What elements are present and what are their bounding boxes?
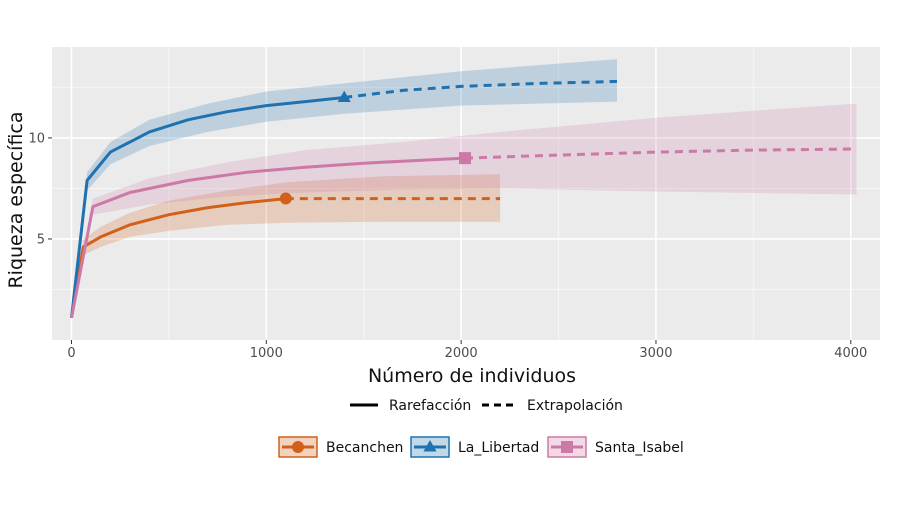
series-legend: Becanchen La_Libertad Santa_Isabel xyxy=(278,436,684,458)
x-tick-label: 0 xyxy=(67,346,75,361)
grid-minor xyxy=(52,47,880,340)
x-tick-label: 3000 xyxy=(639,346,672,361)
x-axis-title: Número de individuos xyxy=(368,365,576,387)
y-tick-label: 10 xyxy=(28,131,45,146)
y-axis-title: Riqueza específica xyxy=(5,111,27,288)
santa-isabel-legend-marker xyxy=(561,441,573,453)
x-tick-label: 1000 xyxy=(250,346,283,361)
santa-isabel-observed-marker xyxy=(459,152,472,165)
becanchen-ribbon xyxy=(71,174,501,318)
la-libertad-observed-marker xyxy=(337,90,351,103)
x-tick-label: 4000 xyxy=(834,346,867,361)
becanchen-legend-label: Becanchen xyxy=(326,440,403,456)
plot-panel xyxy=(52,47,880,340)
rarefaction-legend-label: Rarefacción xyxy=(389,398,471,414)
becanchen-observed-marker xyxy=(279,192,292,205)
series-lines xyxy=(70,79,857,319)
la-libertad-legend-marker xyxy=(423,440,437,452)
santa-isabel-ribbon xyxy=(71,103,857,318)
y-tick-label: 5 xyxy=(37,232,45,247)
santa-isabel-extrapolation-line xyxy=(464,147,857,160)
x-tick-label: 2000 xyxy=(445,346,478,361)
grid-major xyxy=(52,47,880,340)
la-libertad-ribbon xyxy=(71,59,617,318)
observed-markers xyxy=(279,90,472,205)
santa-isabel-legend-label: Santa_Isabel xyxy=(595,440,684,456)
la-libertad-rarefaction-line xyxy=(70,96,345,318)
extrapolation-legend-label: Extrapolación xyxy=(527,398,623,414)
santa-isabel-rarefaction-line xyxy=(70,156,466,319)
confidence-ribbons xyxy=(71,59,857,318)
linetype-legend: Rarefacción Extrapolación xyxy=(350,398,623,414)
la-libertad-extrapolation-line xyxy=(344,79,618,99)
becanchen-legend-marker xyxy=(292,441,304,453)
axis-ticks: 0 1000 2000 3000 4000 5 10 xyxy=(28,131,867,361)
la-libertad-legend-label: La_Libertad xyxy=(458,440,539,456)
